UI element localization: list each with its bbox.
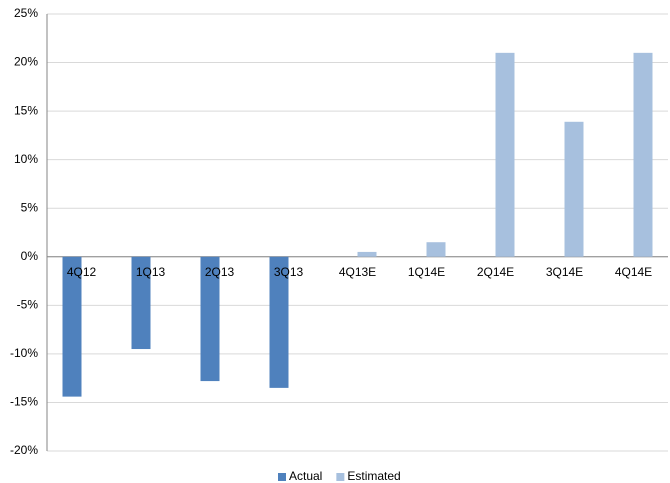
x-tick-label: 2Q13	[205, 265, 235, 279]
bar	[495, 52, 515, 257]
x-tick-label: 2Q14E	[477, 265, 514, 279]
y-tick-label: 0%	[21, 249, 39, 263]
bar	[426, 242, 446, 257]
bar	[200, 256, 220, 382]
y-tick-label: -20%	[10, 443, 38, 457]
bar	[269, 256, 289, 388]
legend-label: Estimated	[347, 469, 400, 483]
y-tick-label: -10%	[10, 346, 38, 360]
y-tick-label: -5%	[17, 298, 39, 312]
bar	[62, 256, 82, 397]
y-tick-label: 25%	[14, 6, 38, 20]
x-tick-label: 4Q14E	[615, 265, 652, 279]
x-tick-label: 1Q13	[136, 265, 166, 279]
legend-swatch	[336, 473, 345, 481]
x-tick-label: 3Q13	[274, 265, 304, 279]
bar	[357, 251, 377, 257]
y-tick-label: 20%	[14, 55, 38, 69]
bar	[564, 121, 584, 257]
y-tick-label: 5%	[21, 200, 39, 214]
legend-swatch	[278, 473, 286, 481]
bar	[633, 52, 653, 257]
x-tick-label: 1Q14E	[408, 265, 445, 279]
x-tick-label: 4Q13E	[339, 265, 376, 279]
x-tick-label: 3Q14E	[546, 265, 583, 279]
legend-label: Actual	[289, 469, 322, 483]
bar	[131, 256, 151, 350]
y-tick-label: 15%	[14, 103, 38, 117]
x-tick-label: 4Q12	[67, 265, 97, 279]
y-tick-label: -15%	[10, 395, 38, 409]
y-tick-label: 10%	[14, 152, 38, 166]
